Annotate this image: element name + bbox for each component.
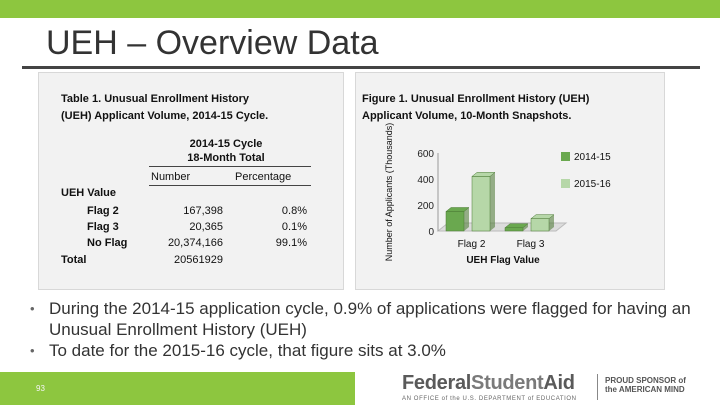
x-tick-label: Flag 3 — [517, 239, 545, 250]
title-underline — [22, 66, 700, 69]
bullet-item: • During the 2014-15 application cycle, … — [30, 298, 700, 340]
figure-caption-line2: Applicant Volume, 10-Month Snapshots. — [362, 110, 572, 122]
legend-swatch — [561, 152, 570, 161]
bullet-dot-icon: • — [30, 343, 35, 358]
col-header-percentage: Percentage — [235, 171, 292, 183]
table-group-label: UEH Value — [61, 187, 117, 199]
table-row-label: No Flag — [87, 237, 128, 249]
table-cycle-header: 2014-15 Cycle 18-Month Total — [167, 137, 285, 165]
bar-side — [523, 223, 528, 231]
chart-image: Figure 1. Unusual Enrollment History (UE… — [355, 72, 665, 290]
table-total-number: 20561929 — [174, 254, 223, 266]
table-caption: Table 1. Unusual Enrollment History (UEH… — [61, 91, 268, 125]
y-axis-label: Number of Applicants (Thousands) — [384, 123, 394, 262]
sponsor-badge: PROUD SPONSOR of the AMERICAN MIND — [605, 376, 686, 394]
bar-side — [490, 172, 495, 231]
header-rule-top — [149, 166, 311, 167]
legend-label: 2014-15 — [574, 152, 611, 163]
table-caption-line1: Table 1. Unusual Enrollment History — [61, 93, 250, 105]
table-caption-line2: (UEH) Applicant Volume, 2014-15 Cycle. — [61, 110, 269, 122]
table-cell-number: 20,374,166 — [167, 237, 223, 249]
logo-wordmark: FederalStudentAid — [402, 372, 577, 395]
y-tick-label: 600 — [417, 149, 434, 160]
logo-student: Student — [471, 372, 544, 394]
header-rule-bottom — [149, 185, 311, 186]
bullet-dot-icon: • — [30, 301, 35, 316]
bar-chart: 0 200 400 600 Number of Applicants (Thousand… — [384, 123, 611, 266]
logo-aid: Aid — [543, 372, 575, 394]
table-cell-percentage: 99.1% — [275, 237, 307, 249]
bullet-list: • During the 2014-15 application cycle, … — [30, 298, 700, 361]
bullet-text: During the 2014-15 application cycle, 0.… — [49, 299, 691, 339]
legend-swatch — [561, 179, 570, 188]
figure-caption: Figure 1. Unusual Enrollment History (UE… — [362, 91, 589, 125]
bar-side — [549, 214, 554, 231]
logo-divider — [597, 374, 598, 400]
legend-label: 2015-16 — [574, 179, 611, 190]
slide-title: UEH – Overview Data — [46, 24, 379, 62]
table-cell-number: 167,398 — [183, 205, 223, 217]
bar — [530, 218, 550, 232]
table-cell-percentage: 0.1% — [281, 221, 307, 233]
bar — [471, 176, 491, 232]
logo-federal: Federal — [402, 372, 472, 394]
y-tick-label: 200 — [417, 201, 434, 212]
table-cell-number: 20,365 — [189, 221, 223, 233]
x-tick-label: Flag 2 — [458, 239, 486, 250]
bar — [445, 211, 465, 232]
bar-top — [471, 172, 496, 177]
bar-side — [464, 207, 469, 231]
table-row-label: Flag 3 — [87, 221, 119, 233]
bullet-item: • To date for the 2015-16 cycle, that fi… — [30, 340, 700, 361]
table-row-label: Flag 2 — [87, 205, 119, 217]
table-image: Table 1. Unusual Enrollment History (UEH… — [38, 72, 344, 290]
table-cell-percentage: 0.8% — [281, 205, 307, 217]
x-axis-label: UEH Flag Value — [466, 255, 540, 266]
cycle-header-line2: 18-Month Total — [187, 152, 265, 164]
page-number: 93 — [36, 384, 45, 393]
bar — [504, 227, 524, 232]
top-accent-bar — [0, 0, 720, 18]
footer-accent-bar — [0, 372, 355, 405]
col-header-number: Number — [151, 171, 191, 183]
cycle-header-line1: 2014-15 Cycle — [189, 138, 263, 150]
bullet-text: To date for the 2015-16 cycle, that figu… — [49, 341, 446, 360]
sponsor-line2: the AMERICAN MIND — [605, 385, 685, 394]
logo-subtitle: AN OFFICE of the U.S. DEPARTMENT of EDUC… — [402, 396, 577, 402]
sponsor-line1: PROUD SPONSOR of — [605, 376, 686, 385]
federal-student-aid-logo: FederalStudentAid AN OFFICE of the U.S. … — [402, 372, 577, 402]
figure-caption-line1: Figure 1. Unusual Enrollment History (UE… — [362, 93, 590, 105]
y-tick-label: 400 — [417, 175, 434, 186]
y-tick-label: 0 — [428, 227, 434, 238]
table-total-label: Total — [61, 254, 87, 266]
